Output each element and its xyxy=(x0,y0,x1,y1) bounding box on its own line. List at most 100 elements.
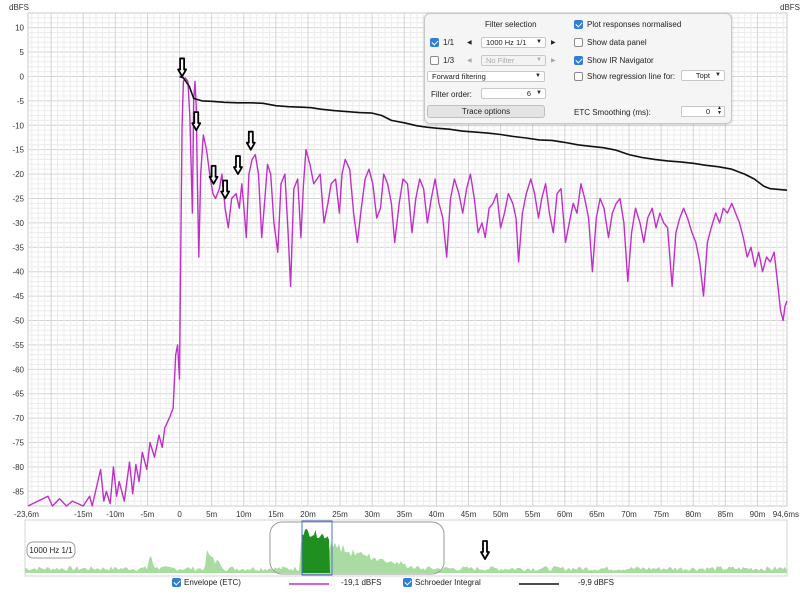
annotation-arrow-icon xyxy=(191,111,202,132)
y-tick-label: -40 xyxy=(12,268,24,277)
x-tick-label: 10m xyxy=(236,510,252,519)
y-tick-label: 10 xyxy=(15,24,24,33)
x-tick-label: -10m xyxy=(106,510,125,519)
x-tick-label: 85m xyxy=(718,510,734,519)
chevron-down-icon: ▼ xyxy=(536,90,542,96)
chevron-down-icon: ▼ xyxy=(535,73,541,79)
filter-order-label: Filter order: xyxy=(431,90,472,99)
x-tick-label: 15m xyxy=(268,510,284,519)
prev-filter-icon[interactable]: ◀ xyxy=(467,40,472,46)
next-filter-disabled-icon: ▶ xyxy=(551,58,556,64)
show-data-panel-label: Show data panel xyxy=(587,38,647,47)
spinner-arrows-icon[interactable]: ▲ ▼ xyxy=(717,105,722,116)
etc-smoothing-value: 0 xyxy=(705,107,710,116)
etc-smoothing-spinner[interactable]: 0 ▲ ▼ xyxy=(681,106,725,117)
x-tick-label: 75m xyxy=(653,510,669,519)
y-tick-label: -5 xyxy=(17,97,25,106)
navigator-arrow-icon xyxy=(480,540,490,560)
annotation-arrow-icon xyxy=(177,57,188,78)
filter-order-dropdown[interactable]: 6 ▼ xyxy=(481,88,546,99)
octave-1-3-checkbox[interactable] xyxy=(430,56,439,65)
filter-order-value: 6 xyxy=(526,89,531,98)
show-ir-navigator-checkbox[interactable] xyxy=(574,56,583,65)
x-tick-label: -5m xyxy=(141,510,155,519)
filtering-mode-value: Forward filtering xyxy=(432,72,486,81)
x-tick-label: -23,6m xyxy=(14,510,39,519)
navigator-selection-fill xyxy=(302,528,330,573)
x-tick-label: 90m xyxy=(750,510,766,519)
annotation-arrow-icon xyxy=(220,179,231,200)
x-tick-label: 20m xyxy=(300,510,316,519)
x-tick-label: 60m xyxy=(557,510,573,519)
y-tick-label: -45 xyxy=(12,292,24,301)
ir-navigator[interactable]: 1000 Hz 1/1 xyxy=(24,519,788,577)
x-tick-label: 25m xyxy=(332,510,348,519)
filter-dropdown[interactable]: 1000 Hz 1/1 ▼ xyxy=(481,37,546,48)
y-tick-label: -70 xyxy=(12,414,24,423)
filtering-mode-dropdown[interactable]: Forward filtering ▼ xyxy=(427,71,545,82)
annotation-arrow-icon xyxy=(233,155,243,175)
annotation-arrow-icon xyxy=(208,164,219,185)
x-tick-label: 45m xyxy=(461,510,477,519)
etc-smoothing-label: ETC Smoothing (ms): xyxy=(574,108,651,117)
filter-selection-label: Filter selection xyxy=(485,20,537,29)
y-tick-label: -10 xyxy=(12,121,24,130)
plot-normalised-label: Plot responses normalised xyxy=(587,20,682,29)
annotation-arrow-icon xyxy=(245,130,256,151)
schroeder-value: -9,9 dBFS xyxy=(578,578,615,587)
schroeder-checkbox[interactable] xyxy=(403,578,412,588)
y-tick-label: -35 xyxy=(12,243,24,252)
regression-dropdown[interactable]: Topt ▼ xyxy=(681,70,725,81)
y-tick-label: -75 xyxy=(12,439,24,448)
octave-1-1-checkbox[interactable] xyxy=(430,38,439,47)
x-tick-label: 50m xyxy=(493,510,509,519)
y-axis-label-right: dBFS xyxy=(780,3,800,12)
navigator-filter-label: 1000 Hz 1/1 xyxy=(29,546,73,555)
chevron-down-icon: ▼ xyxy=(536,57,542,63)
octave-1-1-label: 1/1 xyxy=(443,38,455,47)
plot-normalised-checkbox[interactable] xyxy=(574,20,583,29)
x-tick-label: 5m xyxy=(206,510,217,519)
y-tick-label: -65 xyxy=(12,390,24,399)
y-tick-label: 0 xyxy=(20,72,25,81)
x-tick-label: 65m xyxy=(589,510,605,519)
x-tick-label: 80m xyxy=(685,510,701,519)
prev-filter-disabled-icon: ◀ xyxy=(467,58,472,64)
marker-layer xyxy=(177,57,256,200)
legend-schroeder: Schroeder Integral xyxy=(403,578,481,588)
y-tick-label: -20 xyxy=(12,170,24,179)
x-tick-label: 0 xyxy=(177,510,182,519)
y-tick-label: -60 xyxy=(12,365,24,374)
y-axis-label: dBFS xyxy=(9,3,29,12)
filter-dropdown-value: 1000 Hz 1/1 xyxy=(486,38,527,47)
x-tick-label: 55m xyxy=(525,510,541,519)
trace-options-button[interactable]: Trace options xyxy=(427,105,545,118)
envelope-label: Envelope (ETC) xyxy=(184,578,241,587)
x-tick-label: 40m xyxy=(429,510,445,519)
trace-controls-panel: Filter selection 1/1 ◀ 1000 Hz 1/1 ▼ ▶ 1/… xyxy=(424,13,732,124)
envelope-legend-swatch xyxy=(289,583,329,585)
octave-1-3-label: 1/3 xyxy=(443,56,455,65)
x-tick-label: 30m xyxy=(364,510,380,519)
series-layer xyxy=(27,75,788,507)
chevron-down-icon: ▼ xyxy=(715,72,721,78)
show-regression-label: Show regression line for: xyxy=(587,72,676,81)
no-filter-dropdown: No Filter ▼ xyxy=(481,55,546,66)
x-tick-label: 35m xyxy=(397,510,413,519)
envelope-checkbox[interactable] xyxy=(172,578,181,588)
y-tick-label: -15 xyxy=(12,146,24,155)
navigator-selection-window xyxy=(301,520,333,576)
series-envelope-line xyxy=(27,77,788,507)
navigator-filter-chip xyxy=(26,541,76,559)
show-data-panel-checkbox[interactable] xyxy=(574,38,583,47)
no-filter-value: No Filter xyxy=(486,56,515,65)
y-tick-label: -50 xyxy=(12,317,24,326)
next-filter-icon[interactable]: ▶ xyxy=(551,40,556,46)
show-regression-checkbox[interactable] xyxy=(574,72,583,81)
navigator-window-outline xyxy=(269,521,445,575)
series-schroeder-line xyxy=(179,75,788,191)
legend-envelope: Envelope (ETC) xyxy=(172,578,241,588)
schroeder-label: Schroeder Integral xyxy=(415,578,481,587)
y-tick-label: -80 xyxy=(12,463,24,472)
y-tick-label: 5 xyxy=(20,48,25,57)
